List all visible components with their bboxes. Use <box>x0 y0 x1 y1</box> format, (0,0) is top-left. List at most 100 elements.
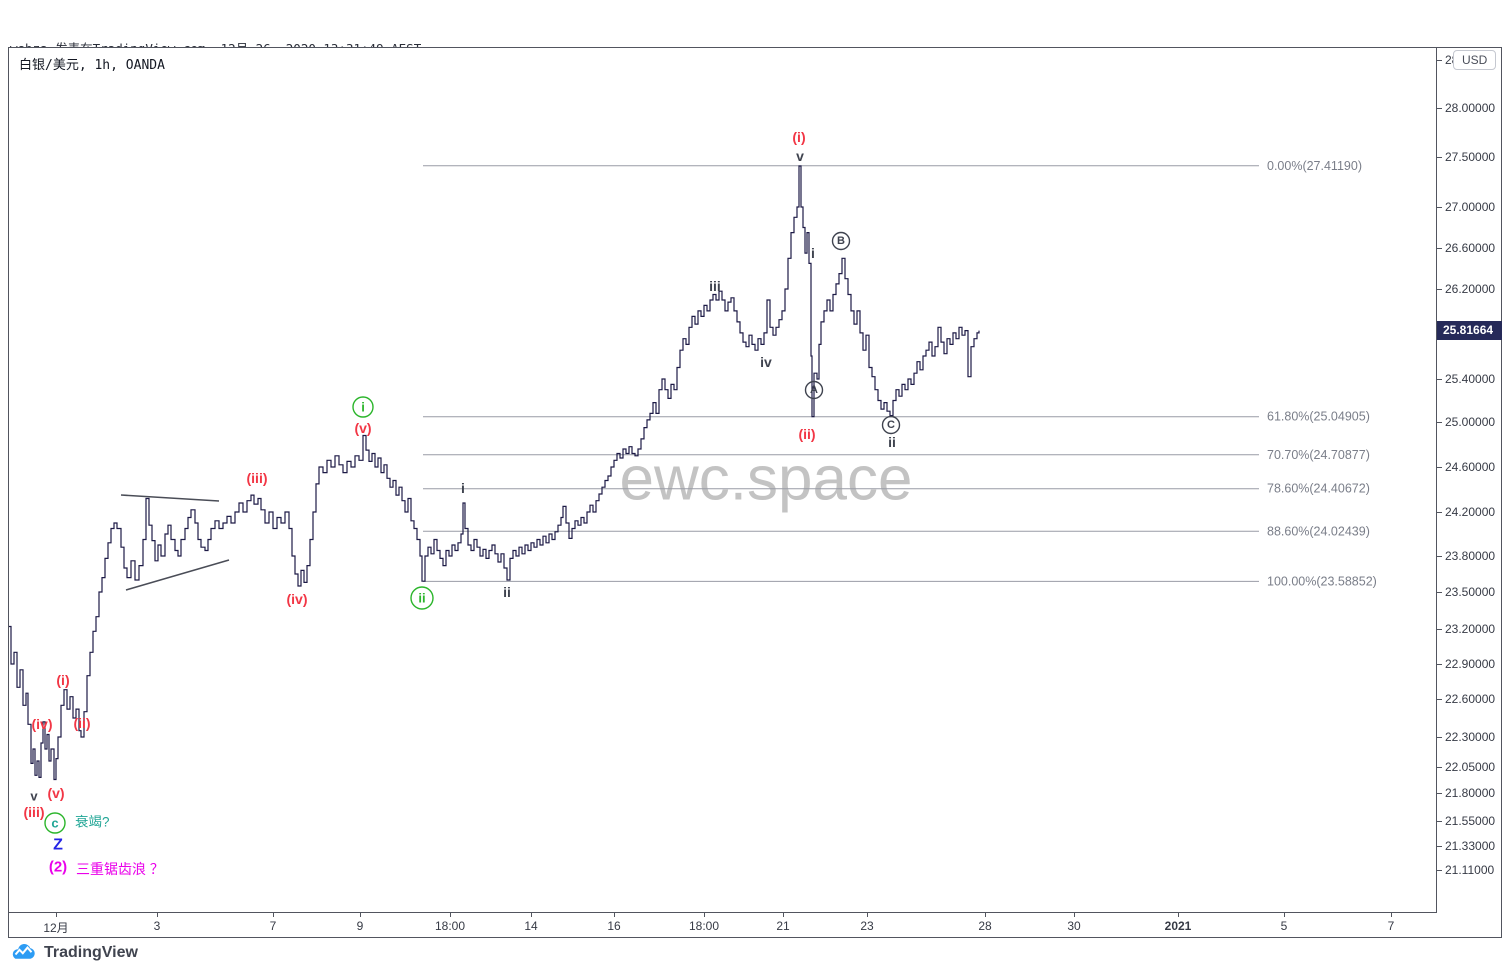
wave-label: v <box>796 148 804 164</box>
time-axis-tick <box>1074 913 1075 917</box>
wave-label: i <box>811 245 815 261</box>
wave-circle <box>44 812 66 834</box>
time-axis[interactable]: 12月 3 7 9 18:00 14 16 18:00 21 23 28 30 2021 5 7 <box>9 913 1436 938</box>
time-axis-label: 30 <box>1067 919 1081 933</box>
time-axis-label: 7 <box>1387 919 1395 933</box>
time-axis-label: 12月 <box>43 921 69 935</box>
price-axis-label: 26.60000 <box>1445 241 1496 255</box>
price-axis-label: 22.30000 <box>1445 730 1496 744</box>
time-axis-label: 3 <box>153 919 161 933</box>
fib-level-label: 78.60%(24.40672) <box>1267 482 1370 496</box>
price-axis-tick <box>1437 870 1442 871</box>
chart-pane[interactable]: 白银/美元, 1h, OANDA ewc.space 0.00%(27.41190… <box>9 48 1437 913</box>
price-axis-tick <box>1437 592 1442 593</box>
price-axis-label: 25.40000 <box>1445 372 1496 386</box>
fib-level-label: 0.00%(27.41190) <box>1267 159 1362 173</box>
wave-label: iii <box>709 278 721 294</box>
price-axis[interactable]: 28.5000028.0000027.5000027.0000026.60000… <box>1437 48 1502 913</box>
time-axis-label: 18:00 <box>434 919 466 933</box>
tradingview-attribution[interactable]: TradingView <box>10 943 138 962</box>
triangle-trendline[interactable] <box>125 559 230 591</box>
triangle-trendline[interactable] <box>120 494 220 502</box>
time-axis-label: 9 <box>356 919 364 933</box>
price-axis-label: 22.90000 <box>1445 657 1496 671</box>
price-axis-label: 21.11000 <box>1445 863 1495 877</box>
wave-label: (iii) <box>24 804 45 820</box>
price-axis-tick <box>1437 793 1442 794</box>
time-axis-tick <box>614 913 615 917</box>
time-axis-tick <box>56 913 57 917</box>
price-axis-tick <box>1437 157 1442 158</box>
wave-label: (i) <box>792 129 805 145</box>
price-axis-label: 23.20000 <box>1445 622 1496 636</box>
time-axis-tick <box>1284 913 1285 917</box>
price-axis-tick <box>1437 846 1442 847</box>
price-axis-tick <box>1437 737 1442 738</box>
wave-label: (ii) <box>798 426 815 442</box>
time-axis-label: 16 <box>607 919 621 933</box>
price-axis-label: 21.55000 <box>1445 814 1496 828</box>
price-axis-tick <box>1437 699 1442 700</box>
wave-label: ii <box>888 434 896 450</box>
wave-label: (i) <box>56 672 69 688</box>
wave-label: Z <box>53 837 63 854</box>
time-axis-label: 28 <box>978 919 992 933</box>
wave-circle <box>881 415 901 435</box>
wave-circle-letter: A <box>810 384 818 396</box>
watermark: ewc.space <box>620 445 913 514</box>
wave-label: iv <box>760 354 772 370</box>
wave-label: (v) <box>354 420 371 436</box>
price-axis-label: 23.80000 <box>1445 549 1496 563</box>
fib-level-label: 88.60%(24.02439) <box>1267 524 1370 538</box>
price-axis-label: 28.00000 <box>1445 101 1496 115</box>
price-axis-tick <box>1437 248 1442 249</box>
currency-usd-button[interactable]: USD <box>1453 50 1497 70</box>
wave-circle <box>410 586 434 610</box>
price-chart[interactable]: ewc.space 0.00%(27.41190) 61.80%(25.04905)… <box>9 48 1436 912</box>
wave-circle <box>352 396 374 418</box>
price-axis-label: 23.50000 <box>1445 585 1496 599</box>
chart-legend[interactable]: 白银/美元, 1h, OANDA <box>19 58 165 73</box>
price-axis-tick <box>1437 664 1442 665</box>
time-axis-label: 5 <box>1280 919 1288 933</box>
price-axis-label: 27.50000 <box>1445 150 1496 164</box>
price-axis-tick <box>1437 767 1442 768</box>
time-axis-tick <box>157 913 158 917</box>
time-axis-tick <box>531 913 532 917</box>
price-axis-tick <box>1437 289 1442 290</box>
current-price-badge: 25.81664 <box>1437 321 1502 340</box>
price-axis-tick <box>1437 108 1442 109</box>
wave-label: (v) <box>47 785 64 801</box>
price-axis-tick <box>1437 379 1442 380</box>
time-axis-tick <box>704 913 705 917</box>
wave-label: (iv) <box>287 591 308 607</box>
price-axis-tick <box>1437 60 1442 61</box>
wave-label: ii <box>503 584 511 600</box>
fib-level-label: 70.70%(24.70877) <box>1267 448 1370 462</box>
time-axis-label: 7 <box>269 919 277 933</box>
price-axis-label: 24.60000 <box>1445 460 1496 474</box>
time-axis-tick <box>1391 913 1392 917</box>
wave-label: (iii) <box>247 470 268 486</box>
wave-circle-letter: C <box>887 419 895 431</box>
price-axis-label: 26.20000 <box>1445 282 1496 296</box>
time-axis-tick <box>273 913 274 917</box>
chart-panel: 白银/美元, 1h, OANDA ewc.space 0.00%(27.41190… <box>8 47 1502 938</box>
time-axis-tick <box>867 913 868 917</box>
tradingview-logo-text: TradingView <box>44 943 138 961</box>
wave-label: (ii) <box>73 715 90 731</box>
price-axis-label: 24.20000 <box>1445 505 1496 519</box>
price-axis-label: 22.60000 <box>1445 692 1496 706</box>
price-axis-tick <box>1437 629 1442 630</box>
wave-label: i <box>461 480 465 496</box>
time-axis-tick <box>985 913 986 917</box>
wave-label: v <box>30 789 38 804</box>
price-axis-tick <box>1437 556 1442 557</box>
price-axis-label: 22.05000 <box>1445 760 1496 774</box>
wave-circle-letter: c <box>51 816 58 831</box>
price-bars <box>9 165 980 781</box>
time-axis-tick <box>450 913 451 917</box>
wave-circle-letter: i <box>361 400 365 415</box>
price-axis-tick <box>1437 207 1442 208</box>
time-axis-label: 23 <box>860 919 874 933</box>
